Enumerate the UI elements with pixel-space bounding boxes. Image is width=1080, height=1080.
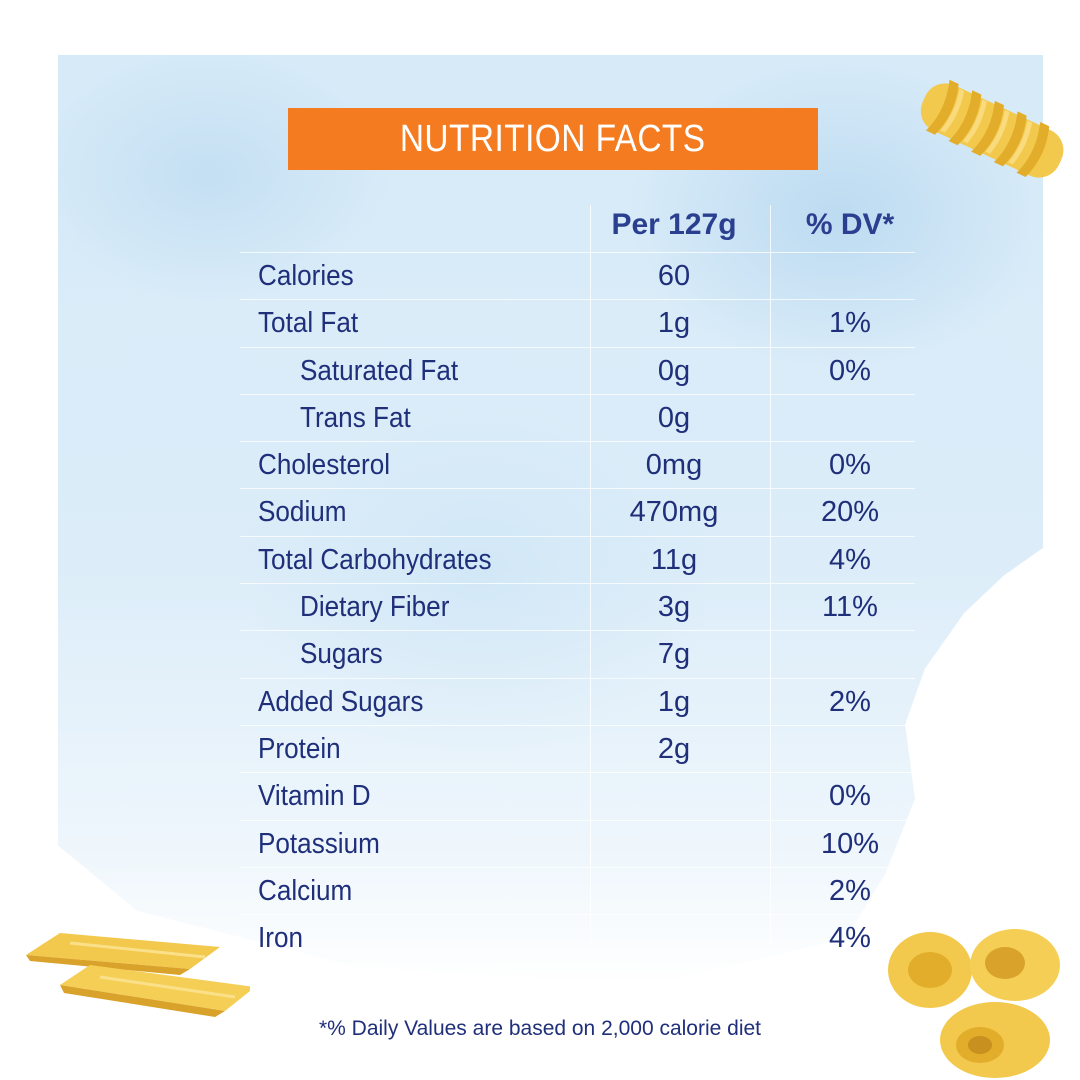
nutrient-amount: 1g [657, 307, 691, 340]
nutrient-daily-value: 4% [829, 922, 871, 955]
nutrient-name: Cholesterol [258, 449, 391, 482]
row-separator [240, 346, 915, 348]
nutrient-row: Trans Fat 0g [0, 393, 1080, 441]
nutrient-daily-value: 0% [829, 780, 871, 813]
nutrient-daily-value: 20% [820, 496, 880, 529]
nutrient-amount: 7g [657, 638, 691, 671]
nutrient-amount: 0mg [645, 449, 703, 482]
nutrient-row: Saturated Fat 0g 0% [0, 346, 1080, 394]
row-separator [240, 914, 915, 916]
nutrient-name: Saturated Fat [300, 354, 459, 387]
column-divider [770, 205, 771, 945]
nutrient-name: Potassium [258, 827, 380, 860]
nutrient-row: Protein 2g [0, 724, 1080, 772]
nutrient-daily-value: 10% [820, 827, 880, 860]
nutrient-row: Total Carbohydrates 11g 4% [0, 535, 1080, 583]
row-separator [240, 535, 915, 537]
per-serving-header: Per 127g [611, 208, 737, 241]
nutrient-name: Total Carbohydrates [258, 543, 492, 576]
nutrient-name: Trans Fat [300, 401, 411, 434]
nutrient-daily-value: 0% [829, 354, 871, 387]
nutrient-row: Iron 4% [0, 914, 1080, 961]
nutrient-name: Dietary Fiber [300, 591, 450, 624]
nutrient-row: Cholesterol 0mg 0% [0, 441, 1080, 488]
nutrient-name: Sugars [300, 638, 383, 671]
nutrient-daily-value: 2% [829, 874, 871, 907]
nutrient-name: Calcium [258, 874, 353, 907]
row-separator [240, 772, 915, 774]
nutrient-row: Dietary Fiber 3g 11% [0, 583, 1080, 630]
penne-pasta-image [26, 933, 250, 1017]
daily-value-header: % DV* [805, 208, 895, 241]
nutrient-daily-value: 1% [829, 307, 871, 340]
nutrient-daily-value: 2% [829, 685, 871, 718]
row-separator [240, 866, 915, 868]
row-separator [240, 677, 915, 679]
nutrient-row: Added Sugars 1g 2% [0, 677, 1080, 725]
nutrient-amount: 3g [657, 591, 691, 624]
nutrient-row: Potassium 10% [0, 819, 1080, 867]
row-separator [240, 441, 915, 443]
row-separator [240, 819, 915, 821]
nutrient-row: Total Fat 1g 1% [0, 299, 1080, 346]
nutrient-row: Calcium 2% [0, 866, 1080, 914]
nutrient-row: Vitamin D 0% [0, 772, 1080, 819]
row-separator [240, 724, 915, 726]
row-separator [240, 299, 915, 301]
nutrition-facts-title: NUTRITION FACTS [400, 117, 706, 160]
nutrient-amount: 60 [657, 260, 691, 292]
nutrient-name: Added Sugars [258, 685, 424, 718]
column-divider [590, 205, 591, 945]
nutrient-amount: 11g [650, 543, 698, 576]
row-separator [240, 252, 915, 253]
nutrient-amount: 1g [657, 685, 691, 718]
daily-value-footnote: *% Daily Values are based on 2,000 calor… [318, 1017, 762, 1040]
nutrient-daily-value: 4% [829, 543, 871, 576]
nutrient-row: Calories 60 [0, 252, 1080, 299]
nutrient-name: Sodium [258, 496, 347, 529]
nutrient-name: Vitamin D [258, 780, 371, 813]
fusilli-pasta-image [920, 79, 1064, 178]
row-separator [240, 583, 915, 585]
nutrient-amount: 0g [657, 354, 691, 387]
nutrient-name: Iron [258, 922, 303, 955]
nutrient-daily-value: 0% [829, 449, 871, 482]
nutrient-row: Sodium 470mg 20% [0, 488, 1080, 535]
watercolor-background [58, 55, 1043, 985]
nutrient-name: Protein [258, 732, 341, 765]
row-separator [240, 630, 915, 632]
nutrient-name: Total Fat [258, 307, 359, 340]
row-separator [240, 488, 915, 490]
nutrient-daily-value: 11% [822, 591, 878, 624]
nutrient-row: Sugars 7g [0, 630, 1080, 677]
elbow-pasta-image [888, 929, 1060, 1078]
nutrient-amount: 2g [657, 732, 691, 765]
nutrition-table: Calories 60 Total Fat 1g 1% Saturated Fat 0g 0%… [0, 252, 1080, 961]
nutrient-amount: 0g [657, 401, 691, 434]
nutrition-facts-banner: NUTRITION FACTS [288, 108, 818, 170]
row-separator [240, 393, 915, 395]
nutrient-amount: 470mg [629, 496, 719, 529]
nutrient-name: Calories [258, 260, 354, 292]
